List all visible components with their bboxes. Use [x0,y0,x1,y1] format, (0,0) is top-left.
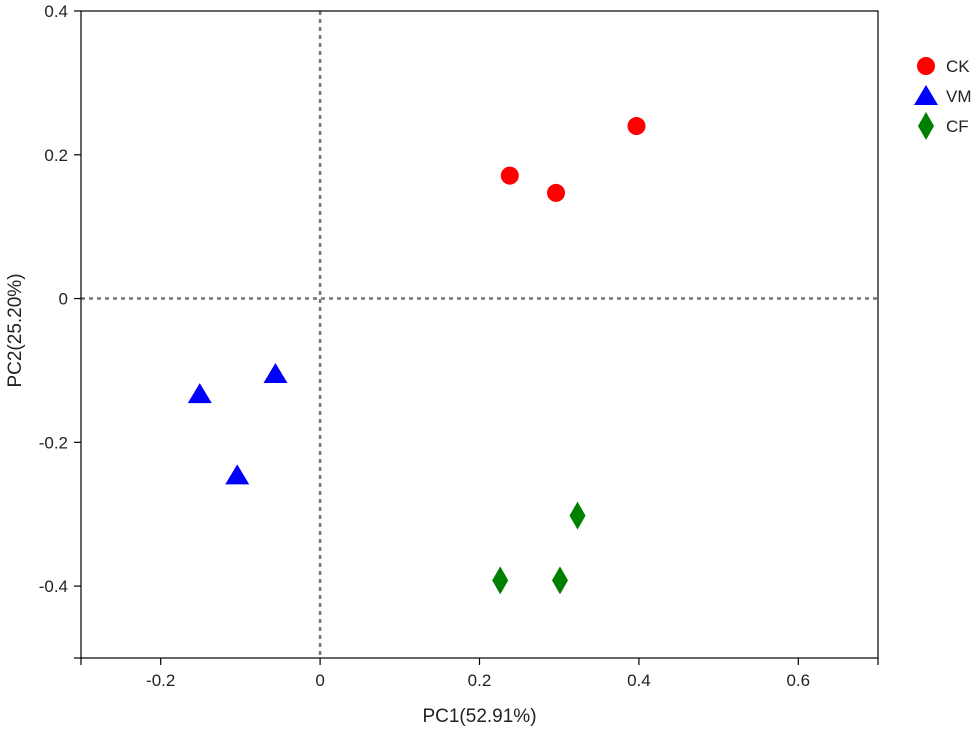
x-axis-title: PC1(52.91%) [422,706,536,727]
data-point-vm [187,383,212,404]
axes: -0.2 0 0.2 0.4 0.6 0.4 0.2 0 -0.2 -0.4 [39,2,879,690]
series-vm [187,363,288,485]
data-point-cf [492,566,509,595]
data-point-vm [225,464,250,485]
legend-marker-vm [914,85,938,105]
y-tick-label: 0 [59,290,68,309]
data-point-vm [263,363,288,384]
legend-item-vm: VM [914,85,972,106]
series-ck [500,117,646,202]
legend-marker-ck [917,57,935,75]
data-point-ck [500,166,519,185]
y-tick-label: 0.4 [44,2,68,21]
legend-label: CF [946,117,969,136]
data-points [187,117,646,595]
legend-label: VM [946,87,972,106]
reference-lines [81,11,878,658]
y-axis-ticks: 0.4 0.2 0 -0.2 -0.4 [39,2,81,659]
x-tick-label: 0.2 [468,671,492,690]
plot-frame [80,10,879,659]
y-tick-label: -0.4 [39,577,68,596]
x-tick-label: 0.4 [627,671,651,690]
data-point-cf [551,566,568,595]
legend-marker-cf [918,112,934,140]
y-axis-title: PC2(25.20%) [5,273,26,387]
y-tick-label: 0.2 [44,146,68,165]
data-point-ck [547,183,566,202]
legend-label: CK [946,57,970,76]
series-cf [492,501,586,595]
x-tick-label: -0.2 [146,671,175,690]
legend-item-cf: CF [918,112,969,140]
x-axis-ticks: -0.2 0 0.2 0.4 0.6 [80,658,879,690]
data-point-ck [627,117,646,136]
data-point-cf [569,501,586,530]
legend: CK VM CF [914,57,972,140]
y-tick-label: -0.2 [39,433,68,452]
legend-item-ck: CK [917,57,970,76]
x-tick-label: 0 [315,671,324,690]
x-tick-label: 0.6 [786,671,810,690]
